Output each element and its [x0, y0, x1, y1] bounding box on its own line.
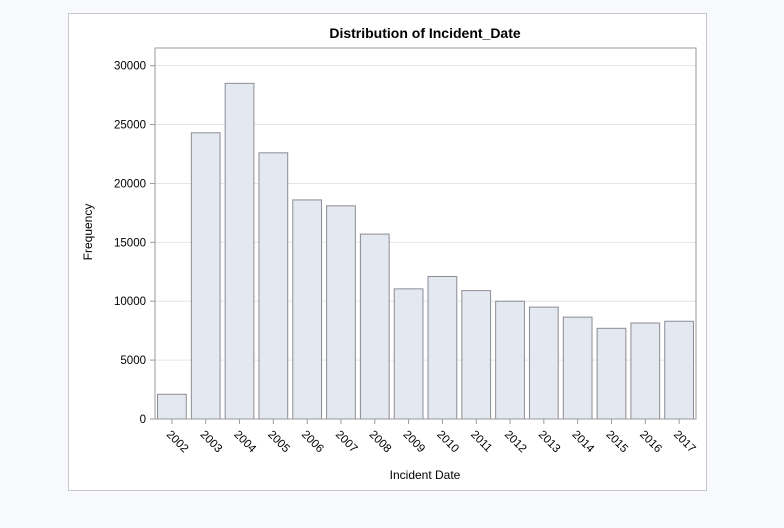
bar-2014: [562, 316, 593, 420]
x-tick-label: 2014: [570, 429, 597, 456]
bars: [157, 82, 694, 420]
y-tick-label: 10000: [114, 296, 146, 308]
bar-2002: [157, 393, 187, 420]
x-tick-label: 2009: [400, 429, 427, 456]
bar-2004: [224, 82, 255, 420]
bar-2010: [427, 275, 458, 420]
x-tick-label: 2004: [231, 429, 258, 456]
bar-2017: [664, 320, 694, 420]
y-tick-label: 0: [140, 414, 146, 426]
bar-2013: [528, 306, 559, 420]
bar-2016: [630, 322, 661, 420]
bar-2011: [461, 290, 492, 420]
x-tick-label: 2017: [671, 429, 698, 456]
y-axis-ticks: 0 5000 10000 15000 20000 25000 30000: [114, 61, 155, 426]
y-axis-label: Frequency: [81, 204, 95, 261]
x-axis-ticks: 2002 2003 2004 2005 2006 2007 2008 2009 2010 2011…: [164, 419, 698, 456]
y-tick-label: 15000: [114, 237, 146, 249]
bar-2015: [596, 327, 627, 420]
x-tick-label: 2002: [164, 429, 191, 456]
chart-frame: Distribution of Incident_Date 0 5000 10000…: [68, 13, 707, 491]
bar-2005: [258, 152, 289, 420]
y-tick-label: 25000: [114, 120, 146, 132]
bar-2012: [495, 300, 525, 420]
x-tick-label: 2015: [603, 429, 630, 456]
x-tick-label: 2011: [468, 429, 494, 455]
x-tick-label: 2012: [502, 429, 529, 456]
x-tick-label: 2007: [333, 429, 360, 456]
chart-title: Distribution of Incident_Date: [329, 25, 521, 41]
y-tick-label: 30000: [114, 61, 146, 73]
y-tick-label: 5000: [120, 355, 146, 367]
bar-2003: [190, 132, 221, 420]
bar-2008: [359, 233, 390, 420]
bar-2009: [393, 288, 424, 420]
plot-area: [154, 47, 697, 420]
bar-chart: Distribution of Incident_Date 0 5000 10000…: [81, 25, 698, 482]
x-axis-label: Incident Date: [390, 468, 461, 482]
x-tick-label: 2005: [265, 429, 292, 456]
x-tick-label: 2003: [198, 429, 225, 456]
x-tick-label: 2008: [367, 429, 394, 456]
x-tick-label: 2010: [434, 429, 461, 456]
x-tick-label: 2006: [299, 429, 326, 456]
bar-2006: [292, 199, 323, 420]
x-tick-label: 2013: [536, 429, 563, 456]
y-tick-label: 20000: [114, 178, 146, 190]
x-tick-label: 2016: [637, 429, 664, 456]
bar-2007: [326, 205, 356, 420]
